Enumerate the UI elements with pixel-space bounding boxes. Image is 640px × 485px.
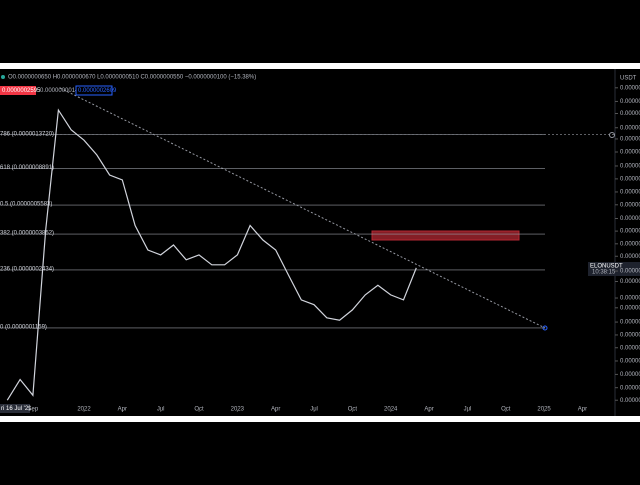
y-tick-label: 0.0000000 bbox=[620, 345, 640, 351]
badge bbox=[0, 86, 36, 95]
x-tick-label: Oct bbox=[501, 407, 511, 413]
fib-label: 0.5 (0.0000005583) bbox=[0, 202, 52, 208]
y-tick-label: 0.0000000 bbox=[620, 296, 640, 302]
y-tick-label: 0.0000000 bbox=[620, 176, 640, 182]
price-line bbox=[6, 108, 417, 401]
fib-label: 0 (0.0000001159) bbox=[0, 325, 47, 331]
ohlc: O0.0000000650 H0.0000000670 L0.000000051… bbox=[8, 75, 256, 81]
x-tick-label: 2025 bbox=[537, 407, 551, 413]
y-tick-label: 0.0000000 bbox=[620, 320, 640, 326]
y-tick-label: 0.0000000 bbox=[620, 229, 640, 235]
zone-box bbox=[371, 230, 520, 241]
y-tick-label: 0.0000000 bbox=[620, 150, 640, 156]
y-tick-label: 0.0000000 bbox=[620, 216, 640, 222]
cursor-date: ri 16 Jul '21 bbox=[1, 406, 32, 412]
badge-text: 0.0000002595 bbox=[2, 88, 41, 94]
y-tick-label: 0.0000000 bbox=[620, 164, 640, 170]
x-tick-label: Apr bbox=[424, 407, 433, 413]
fib-label: 382 (0.0000003852) bbox=[0, 231, 54, 237]
fib-label: 236 (0.0000002434) bbox=[0, 267, 54, 273]
countdown: 10:38:15 bbox=[592, 270, 616, 276]
y-tick-label: 0.0000000 bbox=[620, 269, 640, 275]
y-tick-label: 0.0000000 bbox=[620, 359, 640, 365]
fib-label: 618 (0.0000008891) bbox=[0, 165, 54, 171]
x-tick-label: 2023 bbox=[231, 407, 245, 413]
x-tick-label: Apr bbox=[118, 407, 127, 413]
badge-text: 0.0000000014 bbox=[40, 88, 79, 94]
x-tick-label: Apr bbox=[578, 407, 587, 413]
y-tick-label: 0.0000000 bbox=[620, 85, 640, 91]
chart-panel bbox=[0, 69, 640, 416]
y-tick-label: 0.0000000 bbox=[620, 241, 640, 247]
y-tick-label: 0.0000000 bbox=[620, 254, 640, 260]
x-tick-label: Jul bbox=[464, 407, 472, 413]
badge bbox=[75, 85, 113, 96]
y-tick-label: 0.0000000 bbox=[620, 398, 640, 404]
symbol: ELONUSDT bbox=[590, 264, 623, 270]
x-tick-label: Oct bbox=[348, 407, 358, 413]
x-tick-label: Jul bbox=[157, 407, 165, 413]
date-box bbox=[0, 404, 30, 413]
top-strip bbox=[0, 63, 640, 69]
status-dot bbox=[1, 75, 5, 79]
y-tick-label: 0.0000000 bbox=[620, 190, 640, 196]
y-tick-label: 0.0000000 bbox=[620, 279, 640, 285]
x-tick-label: Apr bbox=[271, 407, 280, 413]
x-tick-label: Oct bbox=[194, 407, 204, 413]
y-tick-label: 0.0000000 bbox=[620, 137, 640, 143]
y-tick-label: 0.0000000 bbox=[620, 125, 640, 131]
y-tick-label: 0.0000000 bbox=[620, 99, 640, 105]
x-tick-label: Sep bbox=[28, 407, 39, 413]
x-tick-label: 2024 bbox=[384, 407, 398, 413]
symbol-box bbox=[588, 262, 640, 276]
y-tick-label: 0.0000000 bbox=[620, 202, 640, 208]
fib-label: 786 (0.0000013720) bbox=[0, 131, 54, 137]
bottom-strip bbox=[0, 416, 640, 422]
x-tick-label: Jul bbox=[310, 407, 318, 413]
badge-text: 0.0000002609 bbox=[78, 88, 117, 94]
x-tick-label: 2022 bbox=[77, 407, 91, 413]
y-tick-label: 0.0000000 bbox=[620, 372, 640, 378]
y-tick-label: 0.0000000 bbox=[620, 305, 640, 311]
y-tick-label: 0.0000000 bbox=[620, 111, 640, 117]
y-tick-label: 0.0000000 bbox=[620, 385, 640, 391]
currency: USDT bbox=[620, 76, 637, 82]
y-tick-label: 0.0000000 bbox=[620, 333, 640, 339]
